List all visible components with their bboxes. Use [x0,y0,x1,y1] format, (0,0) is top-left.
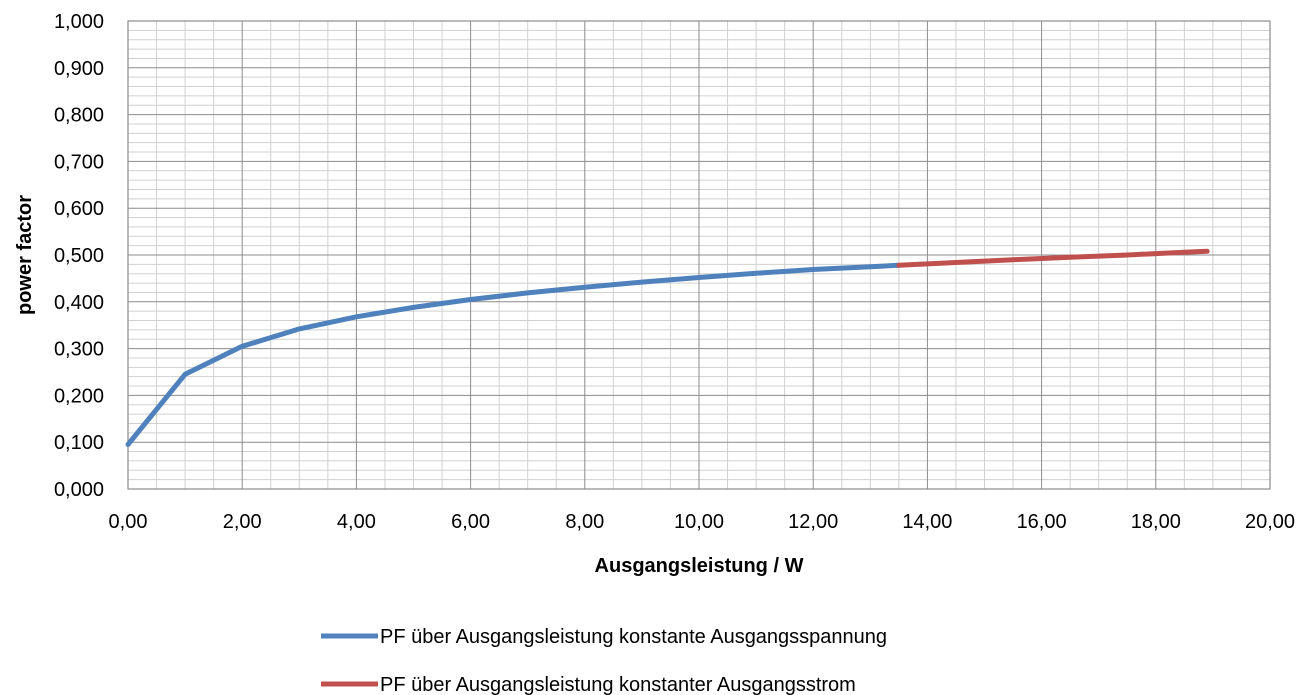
x-tick-label: 14,00 [902,511,952,533]
legend-label-series-1: PF über Ausgangsleistung konstante Ausga… [380,626,887,648]
y-tick-label: 0,100 [54,432,104,454]
y-tick-label: 0,900 [54,58,104,80]
series-line-1 [125,262,902,447]
y-tick-label: 0,500 [54,245,104,267]
y-tick-label: 0,200 [54,385,104,407]
x-axis-title: Ausgangsleistung / W [595,555,804,577]
x-tick-label: 0,00 [109,511,148,533]
x-tick-label: 10,00 [674,511,724,533]
y-tick-label: 0,700 [54,151,104,173]
legend: PF über Ausgangsleistung konstante Ausga… [321,626,887,695]
series-line-2 [896,248,1210,268]
y-axis-title: power factor [14,195,36,315]
plot-area-border [127,20,1271,490]
y-tick-label: 0,800 [54,105,104,127]
y-tick-label: 0,400 [54,292,104,314]
y-tick-label: 0,600 [54,198,104,220]
legend-label-series-2: PF über Ausgangsleistung konstanter Ausg… [380,674,856,695]
y-tick-label: 0,000 [54,479,104,501]
x-tick-label: 20,00 [1245,511,1295,533]
x-tick-label: 2,00 [223,511,262,533]
x-tick-label: 12,00 [788,511,838,533]
x-tick-label: 8,00 [565,511,604,533]
y-tick-label: 0,300 [54,339,104,361]
series-lines [125,248,1210,447]
y-tick-labels: 0,000 0,100 0,200 0,300 0,400 0,500 0,600 0,700… [54,11,104,501]
x-tick-label: 6,00 [451,511,490,533]
x-tick-labels: 0,00 2,00 4,00 6,00 8,00 10,00 12,00 14,00 16,00… [109,511,1296,533]
x-tick-label: 4,00 [337,511,376,533]
x-tick-label: 16,00 [1017,511,1067,533]
y-tick-label: 1,000 [54,11,104,33]
x-tick-label: 18,00 [1131,511,1181,533]
